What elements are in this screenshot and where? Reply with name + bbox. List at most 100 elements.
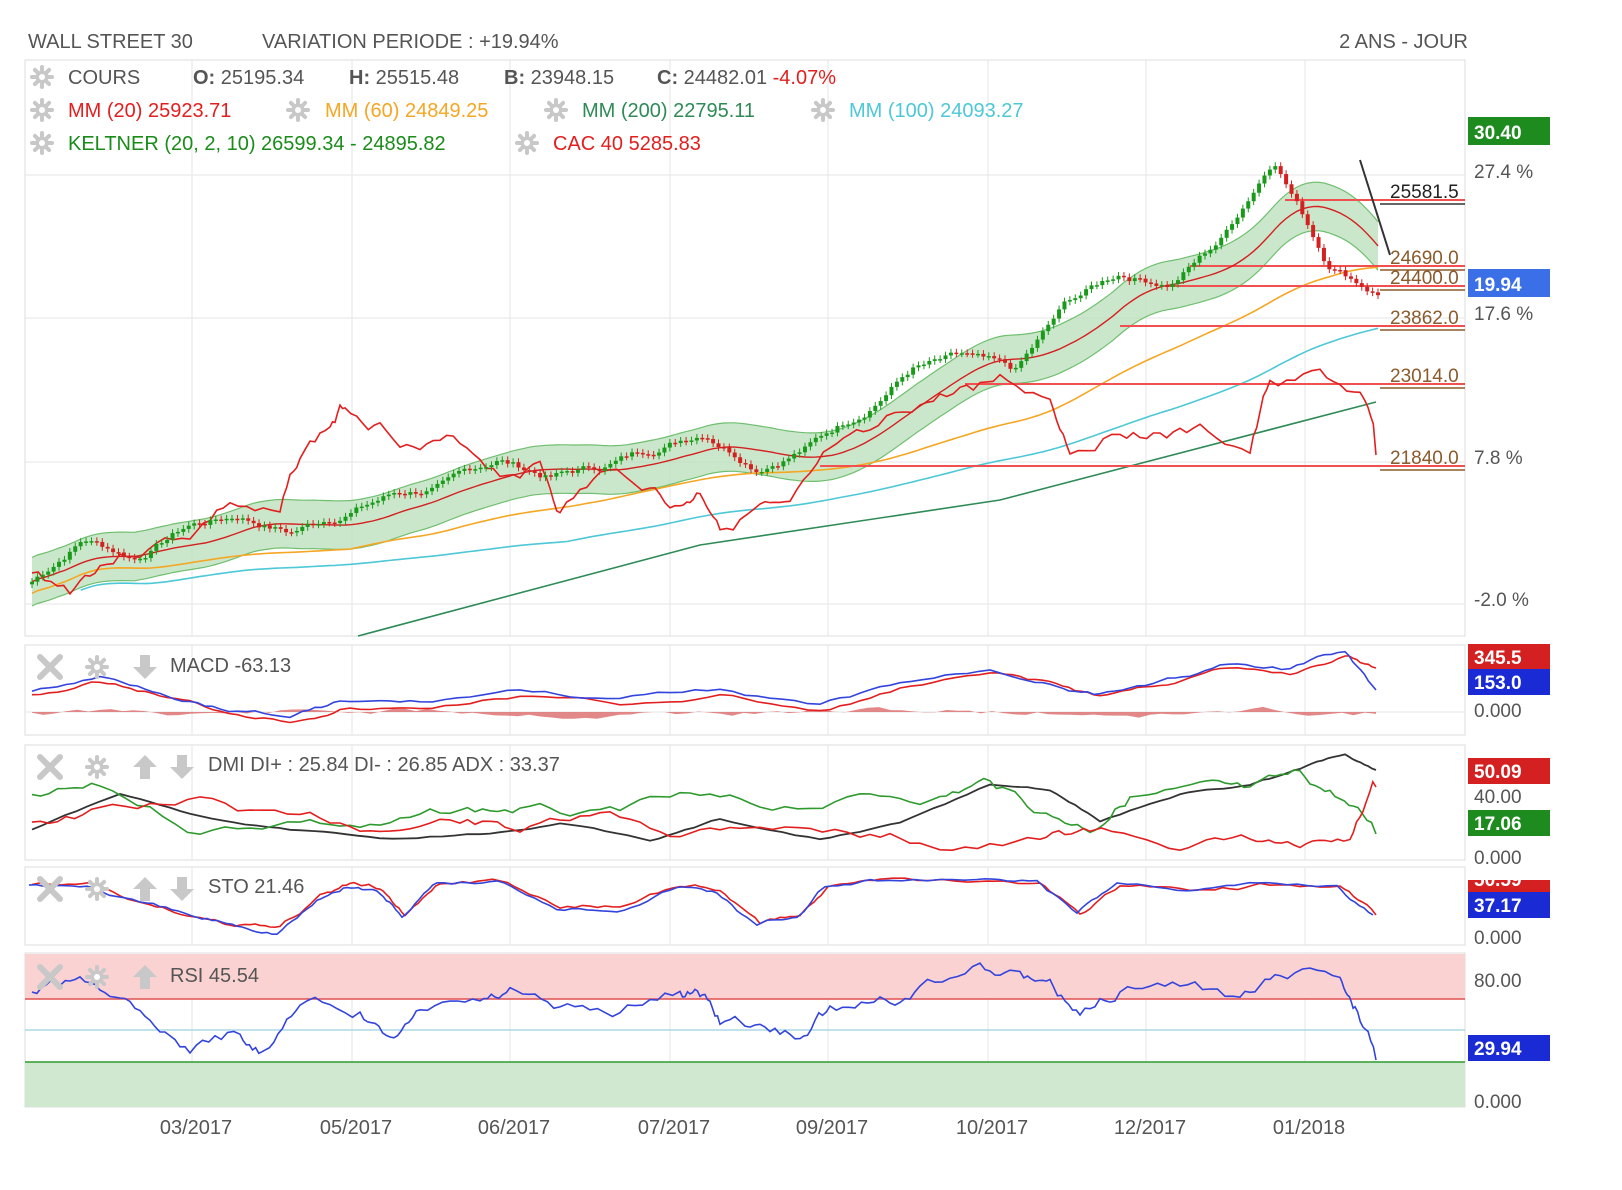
candle — [1040, 331, 1045, 340]
candle — [808, 442, 813, 447]
candle — [202, 523, 207, 526]
candle — [938, 359, 943, 361]
candle — [359, 506, 364, 509]
pct-axis-label: 17.6 % — [1474, 304, 1533, 325]
candle — [278, 527, 283, 529]
candle — [1289, 184, 1294, 194]
candle — [1240, 208, 1245, 218]
candle — [257, 523, 262, 528]
candle — [878, 401, 883, 406]
candle — [1338, 269, 1343, 272]
period-label: 2 ANS - JOUR — [1339, 31, 1468, 53]
candle — [1332, 269, 1337, 271]
keltner-upper — [31, 181, 1379, 559]
candle — [916, 365, 921, 368]
candle — [570, 471, 575, 473]
candle — [527, 470, 532, 472]
candle — [732, 452, 737, 458]
candle — [1251, 192, 1256, 202]
candle — [765, 468, 770, 472]
candle — [965, 353, 970, 355]
legend-ma: MM (100) 24093.27 — [849, 100, 1024, 122]
level-label: 24690.0 — [1390, 248, 1459, 269]
candle — [175, 531, 180, 534]
candle — [1127, 277, 1132, 282]
candle — [40, 574, 45, 577]
candle — [35, 576, 40, 582]
cac40-line — [31, 368, 1377, 596]
macd-panel — [24, 644, 1466, 736]
candle — [711, 439, 716, 444]
candle — [959, 353, 964, 355]
legend-ohlc: O: 25195.34 — [193, 67, 304, 89]
candle — [235, 518, 240, 521]
candle — [300, 526, 305, 531]
candle — [824, 433, 829, 436]
rsi-tick-80: 80.00 — [1474, 971, 1522, 992]
rsi-badge-bg — [1468, 1035, 1550, 1061]
gear-icon — [85, 877, 109, 901]
candle — [1294, 193, 1299, 202]
candle — [792, 453, 797, 459]
candle — [457, 470, 462, 474]
candle — [775, 466, 780, 468]
candle — [705, 438, 710, 440]
ma100-line — [80, 327, 1379, 591]
candle — [143, 558, 148, 560]
gear-icon — [30, 131, 54, 155]
instrument-title: WALL STREET 30 — [28, 31, 193, 53]
candle — [1008, 362, 1013, 369]
candle — [559, 471, 564, 474]
macd-badge-2: 153.0 — [1474, 673, 1522, 694]
candle — [770, 466, 775, 469]
gear-icon — [30, 65, 54, 89]
level-label: 23862.0 — [1390, 308, 1459, 329]
candle — [1267, 169, 1272, 176]
candle — [413, 492, 418, 494]
candle — [554, 472, 559, 477]
candle — [284, 528, 289, 533]
candle — [975, 353, 980, 356]
candle — [565, 471, 570, 473]
x-tick-label: 07/2017 — [638, 1117, 710, 1139]
candle — [419, 493, 424, 496]
candle — [159, 543, 164, 545]
candle — [754, 469, 759, 473]
gear-icon — [85, 965, 109, 989]
candle — [948, 352, 953, 356]
candle — [954, 352, 959, 355]
candle — [46, 571, 51, 575]
candle — [186, 525, 191, 529]
trend-line — [1359, 159, 1391, 256]
dmi-badge-1: 50.09 — [1474, 762, 1522, 783]
candle — [381, 496, 386, 501]
candle — [889, 386, 894, 396]
candle — [170, 533, 175, 540]
x-tick-label: 10/2017 — [956, 1117, 1028, 1139]
candle — [267, 525, 272, 529]
x-tick-label: 01/2018 — [1273, 1117, 1345, 1139]
candle — [224, 518, 229, 521]
candle — [1165, 284, 1170, 288]
level-label: 24400.0 — [1390, 268, 1459, 289]
candle — [1203, 253, 1208, 256]
x-tick-label: 09/2017 — [796, 1117, 868, 1139]
candle — [1186, 266, 1191, 273]
candle — [1300, 201, 1305, 215]
rsi-oversold-zone — [25, 1062, 1465, 1107]
candle — [305, 523, 310, 527]
candle — [240, 518, 245, 520]
pct-axis-label: 27.4 % — [1474, 162, 1533, 183]
candle — [1132, 278, 1137, 282]
gear-icon — [811, 98, 835, 122]
candle — [1046, 324, 1051, 332]
candle — [246, 518, 251, 521]
dmi-tick-0: 0.000 — [1474, 848, 1522, 869]
candle — [797, 452, 802, 454]
sto-badge-2: 37.17 — [1474, 896, 1522, 917]
candle — [1273, 166, 1278, 170]
candle — [1030, 347, 1035, 354]
candle — [673, 442, 678, 445]
gear-icon — [85, 755, 109, 779]
candle — [884, 395, 889, 402]
